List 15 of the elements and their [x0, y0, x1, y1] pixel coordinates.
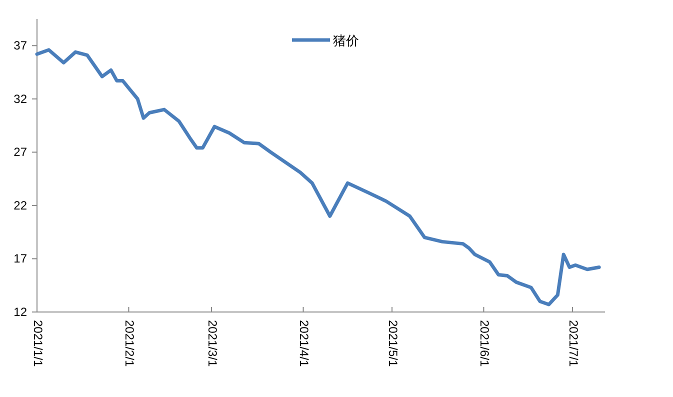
y-tick-label: 32 — [14, 92, 28, 106]
y-tick-label: 22 — [14, 198, 28, 212]
x-tick-label: 2021/5/1 — [386, 320, 400, 368]
y-tick-label: 12 — [14, 305, 28, 319]
line-series — [35, 48, 601, 306]
legend-label: 猪价 — [333, 33, 359, 48]
y-tick-label: 37 — [14, 38, 28, 53]
x-tick-label: 2021/6/1 — [478, 320, 492, 368]
y-tick-label: 27 — [14, 145, 28, 160]
x-tick-label: 2021/2/1 — [122, 320, 137, 368]
x-tick-label: 2021/7/1 — [566, 320, 580, 368]
y-tick-label: 17 — [14, 252, 28, 266]
x-tick-label: 2021/1/1 — [30, 320, 45, 368]
x-tick-label: 2021/4/1 — [297, 320, 312, 368]
x-tick-label: 2021/3/1 — [205, 320, 220, 368]
